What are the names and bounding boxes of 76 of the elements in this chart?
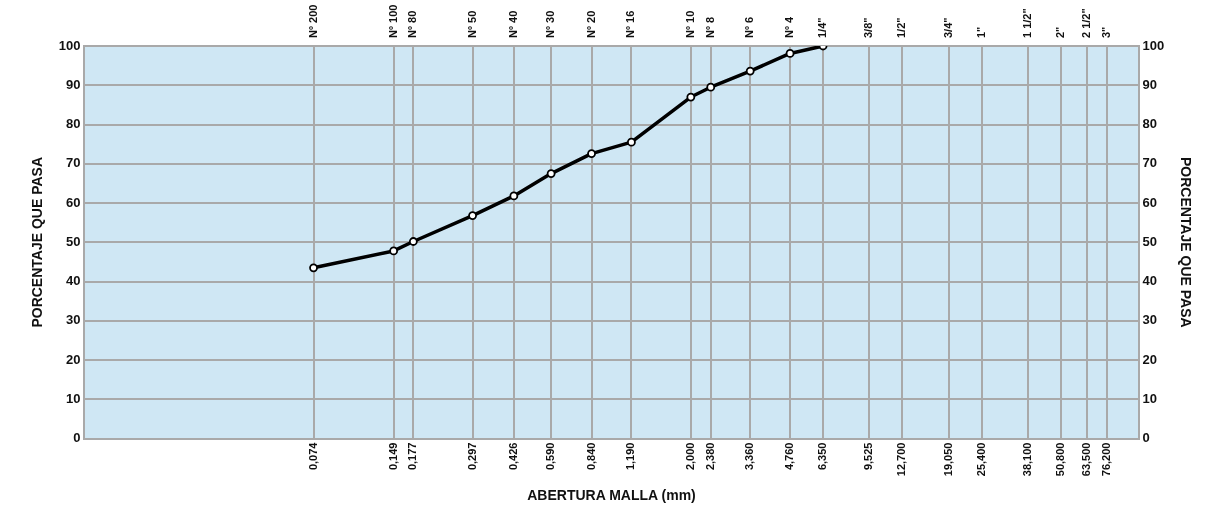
text: 1/4" — [816, 17, 829, 38]
x-axis-title: ABERTURA MALLA (mm) — [527, 487, 696, 504]
y-tick-label: 80 — [66, 116, 81, 132]
x-tick-label: 2,000 — [683, 442, 696, 471]
x-tick-label: 63,500 — [1079, 442, 1092, 477]
y-axis-title: PORCENTAJE QUE PASA — [29, 156, 46, 328]
text: Nº 100 — [386, 4, 399, 38]
x-tick-label: 0,590 — [544, 442, 557, 471]
y2-tick-label: 0 — [1142, 430, 1150, 446]
point — [509, 191, 519, 201]
y-tick-label: 100 — [58, 37, 81, 53]
y-tick-label: 0 — [73, 430, 81, 446]
y2-tick-label: 70 — [1142, 155, 1157, 171]
y-tick-label: 70 — [66, 155, 81, 171]
x-tick-label: 1,190 — [624, 442, 637, 471]
y-tick-label: 40 — [66, 273, 81, 289]
y-tick-label: 30 — [66, 312, 81, 328]
text: Nº 4 — [783, 15, 796, 38]
x-tick-label: 19,050 — [941, 442, 954, 477]
y-tick-label: 90 — [66, 76, 81, 92]
y2-tick-label: 90 — [1142, 76, 1157, 92]
x-tick-label: 0,177 — [406, 442, 419, 471]
text: 2" — [1054, 26, 1067, 38]
text: Nº 10 — [683, 10, 696, 38]
y2-axis-title: PORCENTAJE QUE PASA — [1177, 156, 1194, 328]
y-tick-label: 50 — [66, 233, 81, 249]
point — [627, 137, 636, 147]
text: 3/8" — [862, 17, 875, 38]
y-tick-label: 10 — [66, 390, 81, 406]
y2-tick-label: 60 — [1142, 194, 1157, 210]
y2-tick-label: 100 — [1142, 37, 1165, 53]
y2-tick-label: 40 — [1142, 273, 1157, 289]
text: Nº 16 — [624, 10, 637, 38]
text: Nº 8 — [703, 16, 716, 38]
text: 1/2" — [895, 17, 908, 38]
text: 2 1/2" — [1079, 8, 1092, 38]
y-tick-label: 20 — [66, 351, 81, 367]
text: 1 1/2" — [1021, 8, 1034, 38]
y-tick-label: 60 — [66, 194, 81, 210]
text: Nº 50 — [465, 10, 478, 38]
y2-tick-label: 10 — [1142, 390, 1157, 406]
x-tick-label: 6,350 — [816, 442, 829, 471]
text: 3" — [1100, 26, 1113, 38]
text: Nº 20 — [584, 10, 597, 38]
x-tick-label: 4,760 — [783, 442, 796, 471]
text: Nº 80 — [406, 10, 419, 38]
text: Nº 200 — [306, 4, 319, 38]
x-tick-label: 76,200 — [1100, 442, 1113, 477]
point — [546, 169, 556, 178]
x-tick-label: 50,800 — [1054, 442, 1067, 477]
x-tick-label: 0,426 — [506, 442, 519, 471]
point — [706, 82, 716, 92]
text: 1" — [974, 26, 987, 38]
point — [468, 211, 477, 220]
point — [389, 246, 399, 256]
x-tick-label: 0,297 — [465, 442, 478, 471]
x-tick-label: 25,400 — [974, 442, 987, 477]
x-tick-label: 0,840 — [584, 442, 597, 471]
x-tick-label: 2,380 — [703, 442, 716, 471]
y2-tick-label: 50 — [1142, 233, 1157, 249]
point — [745, 66, 755, 76]
x-tick-label: 0,149 — [386, 442, 399, 471]
text: Nº 6 — [743, 16, 756, 38]
text: Nº 30 — [544, 10, 557, 38]
text: 3/4" — [941, 17, 954, 38]
x-tick-label: 0,074 — [306, 441, 319, 471]
y2-tick-label: 80 — [1142, 116, 1157, 132]
x-tick-label: 12,700 — [895, 442, 908, 477]
y2-tick-label: 30 — [1142, 312, 1157, 328]
x-tick-label: 3,360 — [743, 442, 756, 471]
y2-tick-label: 20 — [1142, 351, 1157, 367]
x-tick-label: 9,525 — [862, 442, 875, 471]
text: Nº 40 — [506, 10, 519, 38]
x-tick-label: 38,100 — [1021, 442, 1034, 477]
point — [785, 49, 795, 58]
point — [587, 149, 596, 158]
